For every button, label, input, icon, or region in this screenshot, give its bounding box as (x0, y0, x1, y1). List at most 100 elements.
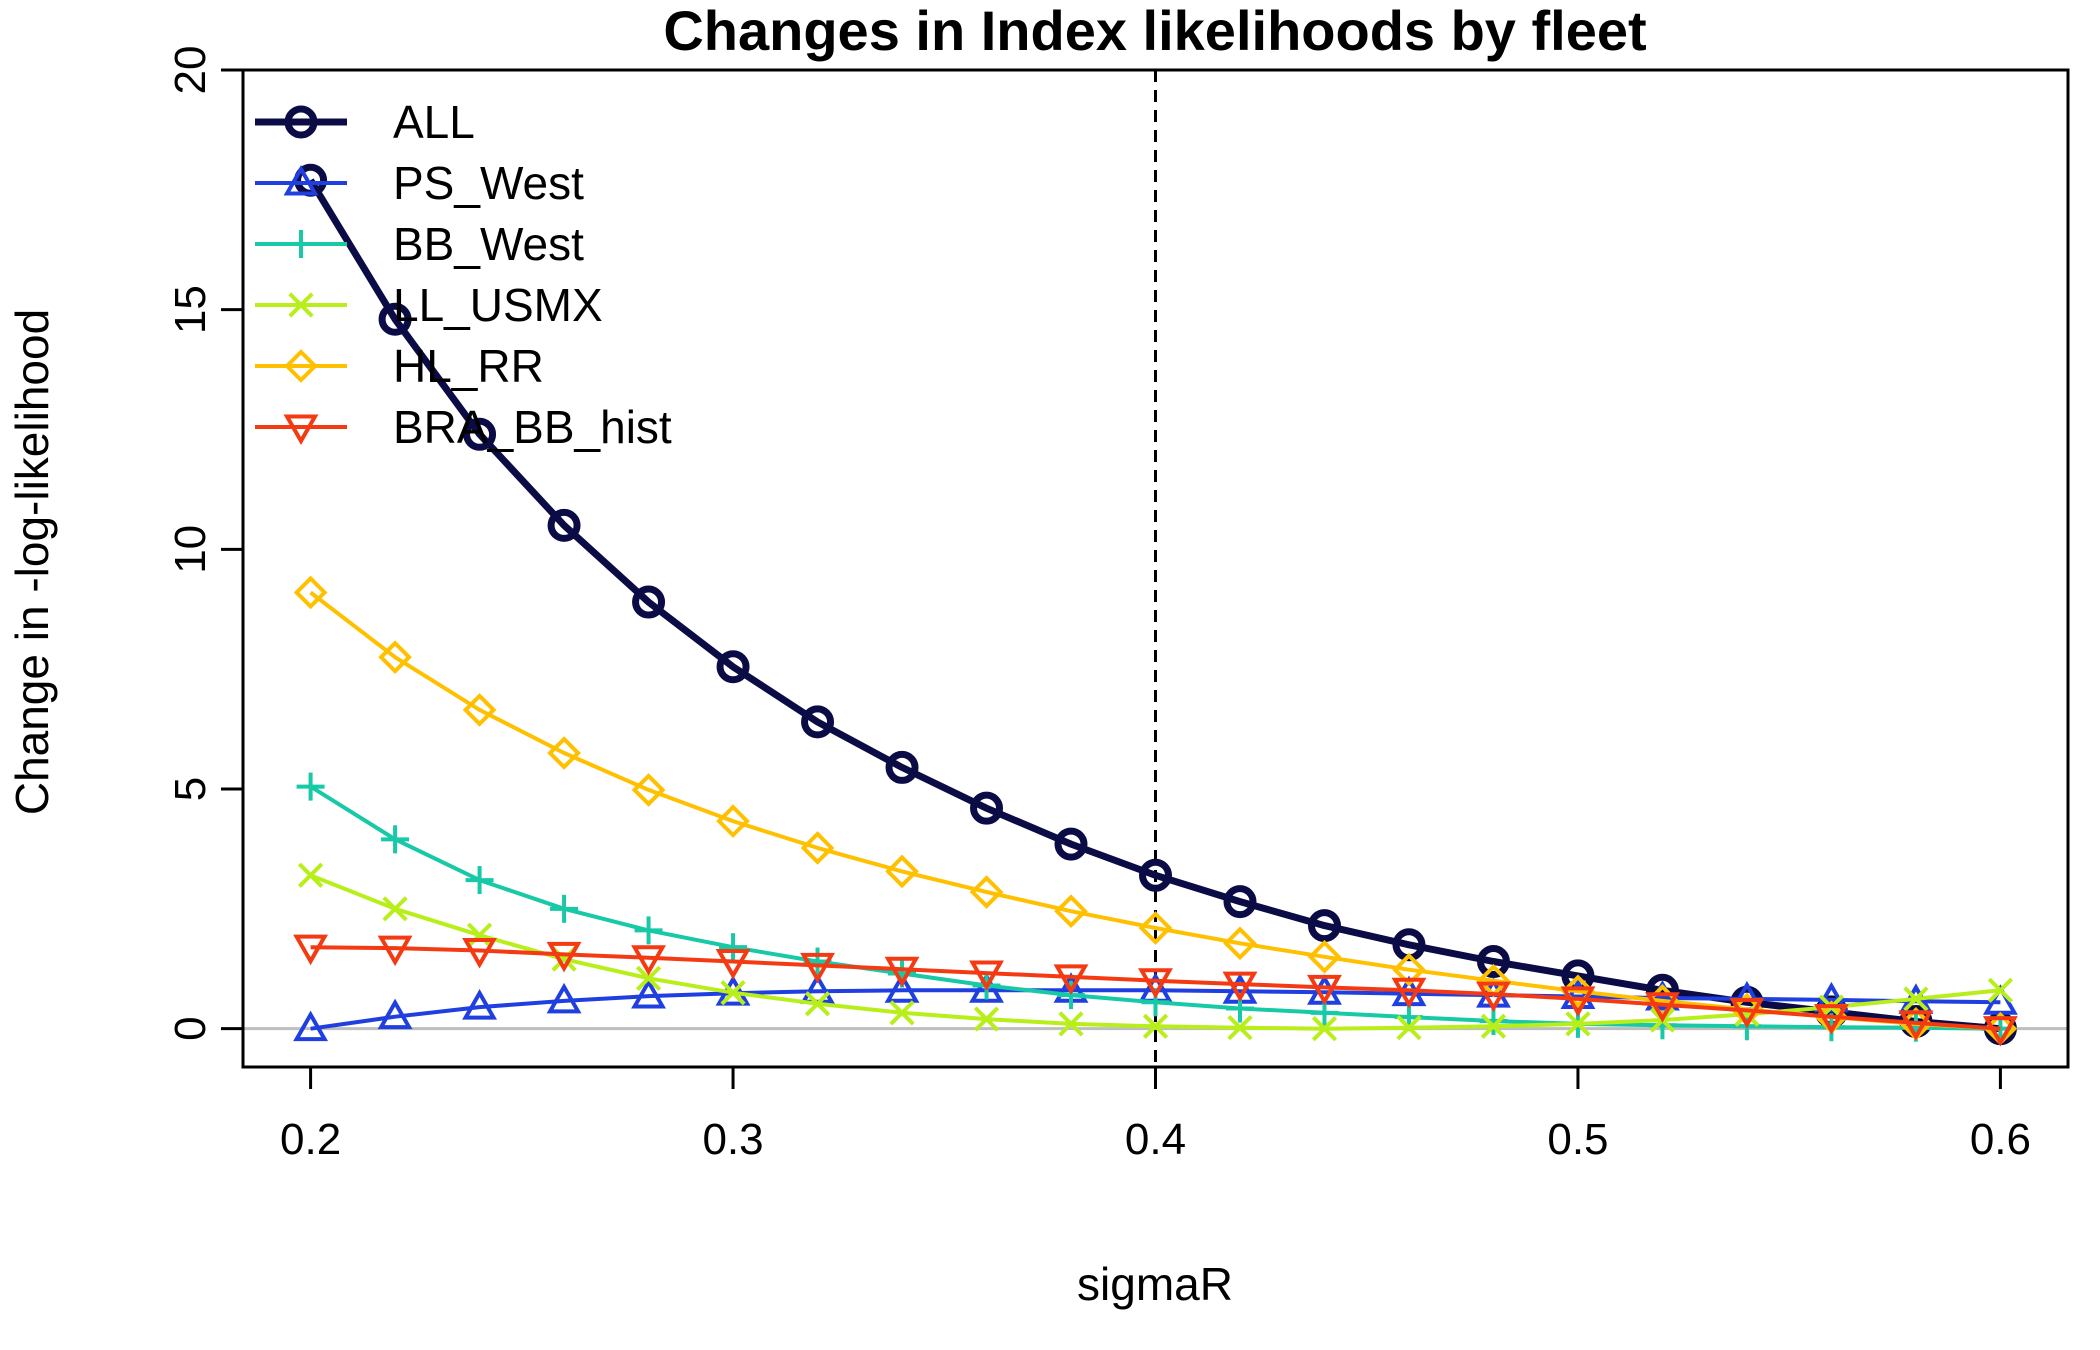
legend-marker (284, 105, 318, 139)
legend-item-HL_RR: HL_RR (255, 340, 544, 392)
data-point (884, 956, 920, 988)
data-point (885, 750, 919, 784)
y-tick-label: 10 (166, 525, 215, 574)
data-point (884, 972, 920, 1003)
data-point (969, 875, 1004, 909)
data-point (547, 736, 581, 770)
chart-title: Changes in Index likelihoods by fleet (663, 0, 1646, 62)
legend-item-PS_West: PS_West (255, 157, 584, 209)
data-point (1391, 977, 1427, 1009)
legend-marker (288, 292, 314, 318)
data-point (800, 952, 835, 984)
x-tick-label: 0.5 (1547, 1115, 1608, 1164)
data-point (1142, 1013, 1169, 1039)
data-point (550, 894, 579, 923)
data-point (1054, 827, 1088, 861)
legend-item-LL_USMX: LL_USMX (255, 279, 603, 331)
data-point (1476, 945, 1510, 979)
legend-item-BRA_BB_hist: BRA_BB_hist (255, 401, 672, 453)
series-line (310, 945, 2001, 1031)
data-point (378, 302, 412, 336)
data-point (1560, 986, 1596, 1017)
data-point (546, 941, 582, 973)
data-point (462, 938, 498, 969)
x-tick-label: 0.3 (702, 1115, 763, 1164)
data-point (969, 960, 1004, 992)
data-point (800, 831, 835, 865)
legend-label: LL_USMX (393, 279, 603, 331)
data-point (889, 1000, 915, 1026)
data-point (1054, 894, 1088, 929)
legend-label: BRA_BB_hist (393, 401, 672, 453)
legend-marker (283, 414, 319, 446)
data-point (1987, 977, 2014, 1003)
data-point (632, 585, 666, 619)
data-point (296, 772, 325, 801)
legend-marker (287, 230, 315, 258)
data-point (378, 640, 412, 675)
legend-label: HL_RR (393, 340, 544, 392)
data-point (1311, 1016, 1338, 1042)
data-point (720, 980, 746, 1006)
series-BRA_BB_hist (293, 934, 2018, 1047)
data-point (715, 949, 751, 980)
data-point (1307, 974, 1342, 1006)
data-point (973, 1006, 1000, 1032)
legend-label: ALL (393, 96, 475, 148)
data-point (293, 1010, 329, 1042)
data-point (716, 650, 750, 684)
x-tick-label: 0.6 (1970, 1115, 2031, 1164)
y-tick-label: 15 (166, 285, 215, 334)
data-point (1223, 885, 1257, 919)
data-point (631, 978, 667, 1009)
data-point (1138, 968, 1173, 999)
data-point (1307, 939, 1342, 974)
data-point (1139, 858, 1172, 892)
data-point (547, 508, 581, 542)
data-point (463, 417, 497, 451)
data-point (885, 854, 919, 889)
data-point (1644, 992, 1680, 1023)
data-point (631, 945, 667, 976)
x-axis-label: sigmaR (1077, 1258, 1233, 1310)
y-axis-label: Change in -log-likelihood (6, 309, 58, 815)
data-point (1058, 1011, 1084, 1037)
data-point (1307, 909, 1341, 943)
y-tick-label: 20 (166, 46, 215, 95)
legend-marker (283, 164, 319, 196)
x-tick-label: 0.2 (280, 1115, 341, 1164)
legend: ALL PS_West BB_West LL_USMX HL_RR BRA_BB_hist (255, 96, 672, 453)
data-point (465, 866, 494, 895)
data-point (293, 934, 329, 966)
data-point (801, 705, 835, 739)
data-point (969, 972, 1004, 1003)
legend-label: BB_West (393, 218, 584, 270)
data-point (293, 575, 328, 610)
legend-item-BB_West: BB_West (255, 218, 584, 270)
data-point (1392, 952, 1426, 987)
data-point (970, 791, 1004, 825)
data-point (297, 862, 324, 888)
data-point (382, 896, 408, 922)
data-point (1138, 911, 1173, 945)
data-point (634, 916, 663, 945)
data-point (462, 989, 498, 1020)
data-point (466, 922, 493, 948)
axes: 0.2 0.3 0.4 0.5 0.6 0 5 10 15 20 (166, 46, 2070, 1164)
data-point (1982, 1016, 2018, 1047)
data-point (1813, 1004, 1849, 1035)
data-point (1222, 971, 1258, 1003)
plot-area (243, 70, 2068, 1067)
data-point (1480, 1013, 1507, 1039)
data-point (1476, 981, 1511, 1013)
series-LL_USMX (297, 862, 2014, 1042)
data-point (462, 693, 497, 727)
data-point (1223, 926, 1257, 961)
data-point (1053, 964, 1089, 995)
data-point (377, 935, 413, 967)
legend-item-ALL: ALL (255, 96, 475, 148)
legend-label: PS_West (393, 157, 584, 209)
legend-marker (284, 349, 318, 383)
data-point (635, 965, 662, 991)
